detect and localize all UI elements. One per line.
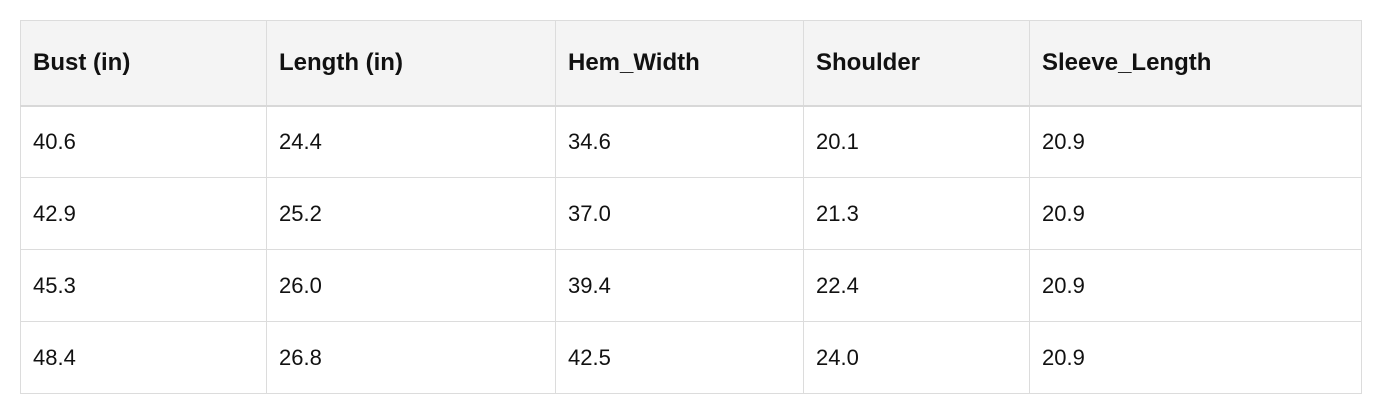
header-cell: Hem_Width <box>555 20 804 107</box>
header-row: Bust (in) Length (in) Hem_Width Shoulder Sle… <box>20 20 1362 107</box>
table-cell: 20.1 <box>803 105 1030 178</box>
table-cell: 20.9 <box>1029 105 1362 178</box>
table-cell: 42.5 <box>555 321 804 394</box>
table-cell: 20.9 <box>1029 177 1362 250</box>
table-cell: 39.4 <box>555 249 804 322</box>
table-cell: 26.0 <box>266 249 556 322</box>
table-cell: 24.4 <box>266 105 556 178</box>
header-cell: Bust (in) <box>20 20 267 107</box>
table-body: 40.6 24.4 34.6 20.1 20.9 42.9 25.2 37.0 21.3 20.9… <box>20 105 1362 394</box>
table-row: 48.4 26.8 42.5 24.0 20.9 <box>20 321 1362 394</box>
table-cell: 45.3 <box>20 249 267 322</box>
table-row: 40.6 24.4 34.6 20.1 20.9 <box>20 105 1362 178</box>
table-cell: 26.8 <box>266 321 556 394</box>
table-row: 45.3 26.0 39.4 22.4 20.9 <box>20 249 1362 322</box>
table-cell: 48.4 <box>20 321 267 394</box>
table-cell: 20.9 <box>1029 321 1362 394</box>
table-cell: 37.0 <box>555 177 804 250</box>
table-cell: 22.4 <box>803 249 1030 322</box>
size-table: Bust (in) Length (in) Hem_Width Shoulder Sle… <box>20 20 1362 394</box>
table-row: 42.9 25.2 37.0 21.3 20.9 <box>20 177 1362 250</box>
table-cell: 24.0 <box>803 321 1030 394</box>
table-cell: 21.3 <box>803 177 1030 250</box>
table-cell: 25.2 <box>266 177 556 250</box>
table-cell: 40.6 <box>20 105 267 178</box>
header-cell: Length (in) <box>266 20 556 107</box>
table-cell: 34.6 <box>555 105 804 178</box>
table-cell: 42.9 <box>20 177 267 250</box>
header-cell: Shoulder <box>803 20 1030 107</box>
table-cell: 20.9 <box>1029 249 1362 322</box>
header-cell: Sleeve_Length <box>1029 20 1362 107</box>
